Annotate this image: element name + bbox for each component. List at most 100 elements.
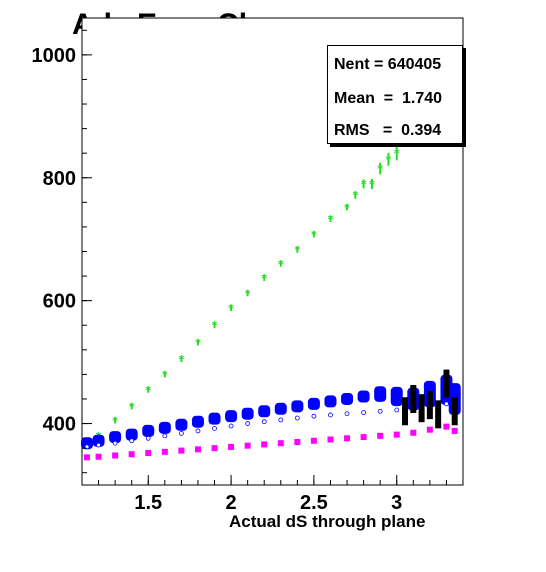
- stats-rms: RMS = 0.394: [334, 122, 442, 139]
- data-point: *: [386, 153, 392, 166]
- data-point: [211, 445, 218, 452]
- data-point: [145, 435, 151, 441]
- data-point: [92, 434, 105, 447]
- data-point: [125, 428, 138, 441]
- data-point: *: [394, 147, 400, 160]
- data-point: *: [228, 302, 234, 315]
- data-point: [212, 426, 217, 431]
- data-point: [228, 423, 234, 429]
- data-point: *: [212, 319, 218, 332]
- data-point: *: [112, 414, 118, 427]
- data-point: [418, 394, 425, 423]
- data-point: [178, 430, 184, 436]
- data-point: [175, 418, 188, 431]
- data-point: [390, 386, 403, 407]
- data-point: [294, 438, 301, 445]
- data-point: *: [261, 272, 267, 285]
- data-point: [274, 402, 287, 415]
- data-point: *: [162, 368, 168, 381]
- data-point: [324, 395, 337, 408]
- x-tick-label: 2: [226, 492, 237, 514]
- data-point: [310, 437, 317, 444]
- data-point: *: [179, 353, 185, 366]
- data-point: [377, 408, 383, 414]
- data-point: [261, 441, 268, 448]
- data-point: [161, 448, 168, 455]
- data-point: [261, 419, 267, 425]
- stats-mean: Mean = 1.740: [334, 90, 443, 107]
- data-point: *: [129, 400, 135, 413]
- data-point: [410, 429, 417, 436]
- data-point: *: [145, 384, 151, 397]
- data-point: [377, 432, 384, 439]
- data-point: [443, 369, 450, 398]
- data-point: [402, 397, 409, 426]
- data-point: *: [311, 228, 317, 241]
- y-tick-label: 1000: [32, 45, 77, 67]
- data-point: *: [352, 189, 358, 202]
- data-point: [142, 424, 155, 437]
- data-point: [178, 447, 185, 454]
- data-point: [307, 397, 320, 410]
- data-point: *: [361, 178, 367, 191]
- stats-box: Nent = 640405 Mean = 1.740 RMS = 0.394: [327, 45, 463, 144]
- data-point: [194, 446, 201, 453]
- data-point: *: [344, 201, 350, 214]
- y-tick-label: 800: [43, 168, 76, 190]
- data-point: [244, 442, 251, 449]
- data-point: *: [328, 213, 334, 226]
- data-point: [80, 437, 93, 450]
- data-point: [443, 423, 450, 430]
- data-point: [241, 407, 254, 420]
- data-point: [357, 390, 370, 403]
- y-tick-label: 400: [43, 414, 76, 436]
- data-point: *: [195, 336, 201, 349]
- data-markers: ******************************: [80, 68, 461, 461]
- data-point: [294, 415, 300, 421]
- data-point: [277, 440, 284, 447]
- data-point: [83, 454, 90, 461]
- data-point: [109, 431, 122, 444]
- data-point: [291, 400, 304, 413]
- x-axis-label: Actual dS through plane: [229, 512, 426, 531]
- data-point: [145, 450, 152, 457]
- data-point: [444, 401, 449, 407]
- data-point: [360, 434, 367, 441]
- data-point: [225, 410, 238, 423]
- data-point: [394, 407, 400, 413]
- data-point: [393, 431, 400, 438]
- series-3: [402, 369, 458, 429]
- series-4: [83, 423, 458, 461]
- data-point: [435, 400, 442, 429]
- data-point: [327, 436, 334, 443]
- data-point: [451, 427, 458, 434]
- data-point: *: [278, 258, 284, 271]
- stats-entries: Nent = 640405: [334, 56, 442, 73]
- data-point: [158, 421, 171, 434]
- data-point: [129, 438, 135, 444]
- data-point: [311, 413, 317, 419]
- data-point: *: [377, 163, 383, 176]
- data-point: [191, 415, 204, 428]
- data-point: [96, 442, 101, 448]
- data-point: *: [245, 287, 251, 300]
- data-point: [128, 451, 135, 458]
- data-point: [361, 410, 367, 415]
- x-tick-label: 2.5: [300, 492, 328, 514]
- data-point: [208, 412, 221, 425]
- data-point: *: [369, 178, 375, 191]
- x-tick-label: 1.5: [134, 492, 162, 514]
- data-point: [344, 411, 350, 417]
- data-point: [426, 391, 433, 420]
- data-point: [95, 453, 102, 460]
- data-point: [341, 392, 354, 405]
- y-tick-label: 600: [43, 291, 76, 313]
- x-tick-label: 3: [391, 492, 402, 514]
- data-point: [112, 440, 118, 446]
- data-point: [410, 384, 417, 413]
- data-point: [245, 421, 251, 426]
- data-point: *: [294, 244, 300, 257]
- data-point: [278, 417, 284, 423]
- axes: 1.5 2 2.5 3 400 600 800 1000: [32, 29, 447, 514]
- data-point: [374, 386, 387, 402]
